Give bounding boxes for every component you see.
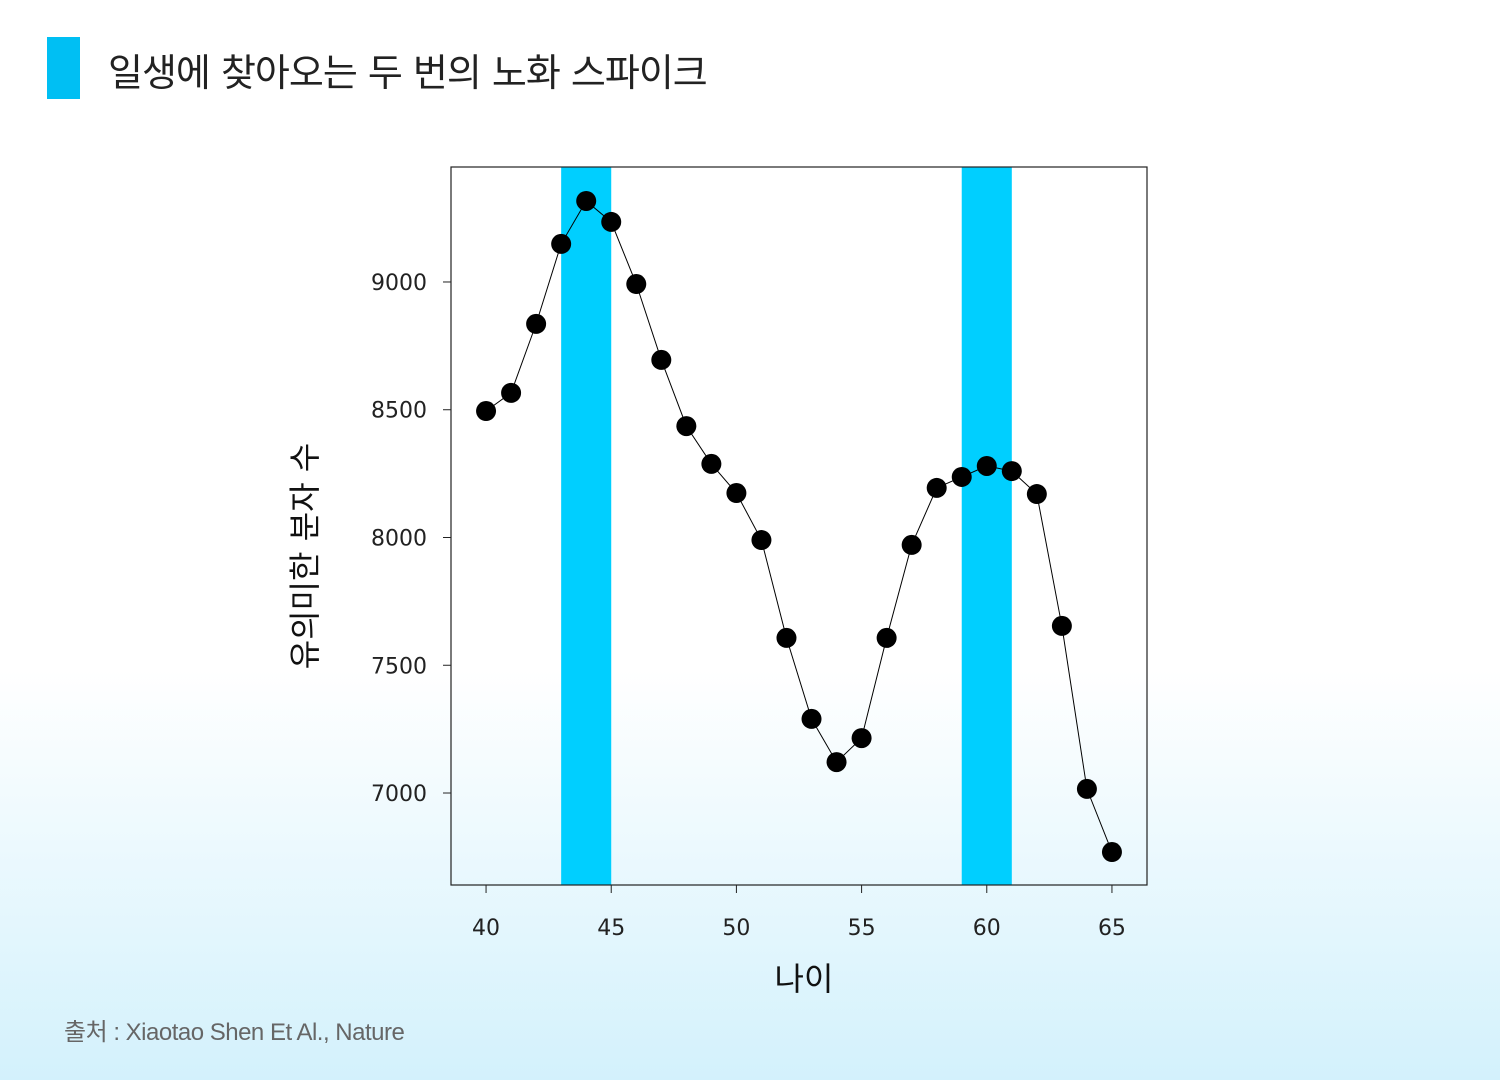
data-point: [751, 530, 772, 551]
data-point: [951, 466, 972, 487]
title-marker: [47, 37, 80, 99]
data-point: [601, 211, 622, 232]
highlight-band-0: [561, 167, 612, 885]
data-point: [676, 416, 697, 437]
data-point: [826, 752, 847, 773]
data-point: [1001, 461, 1022, 482]
data-point: [526, 313, 547, 334]
plot-frame: [450, 166, 1148, 886]
x-tick-label: 50: [722, 916, 750, 941]
x-tick-label: 65: [1098, 916, 1126, 941]
data-point: [801, 708, 822, 729]
data-point: [776, 627, 797, 648]
data-point: [926, 477, 947, 498]
data-point: [1026, 484, 1047, 505]
y-tick-label: 7000: [371, 782, 427, 807]
data-point: [876, 627, 897, 648]
data-point: [976, 455, 997, 476]
x-tick-label: 55: [848, 916, 876, 941]
x-tick-label: 40: [472, 916, 500, 941]
y-axis-label: 유의미한 분자 수: [286, 443, 324, 669]
chart-title: 일생에 찾아오는 두 번의 노화 스파이크: [108, 51, 708, 95]
data-point: [1076, 778, 1097, 799]
x-axis-label: 나이: [775, 960, 834, 998]
data-point: [576, 190, 597, 211]
data-point: [626, 274, 647, 295]
y-tick-label: 8500: [371, 399, 427, 424]
data-point: [701, 453, 722, 474]
y-tick-label: 7500: [371, 654, 427, 679]
y-tick-label: 8000: [371, 526, 427, 551]
data-point: [726, 483, 747, 504]
data-point: [1051, 615, 1072, 636]
data-point: [851, 728, 872, 749]
source-note: 출처 : Xiaotao Shen Et Al., Nature: [64, 1019, 405, 1046]
y-tick-label: 9000: [371, 271, 427, 296]
highlight-band-1: [961, 167, 1012, 885]
data-point: [551, 233, 572, 254]
data-point: [476, 401, 497, 422]
data-point: [901, 534, 922, 555]
x-tick-label: 45: [597, 916, 625, 941]
data-point: [651, 349, 672, 370]
data-point: [1101, 842, 1122, 863]
x-tick-label: 60: [973, 916, 1001, 941]
data-point: [501, 382, 522, 403]
